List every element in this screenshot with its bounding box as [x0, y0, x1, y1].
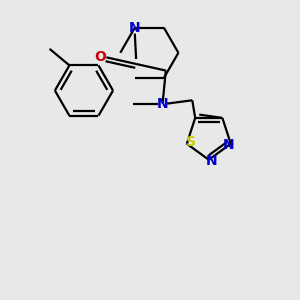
Text: N: N [206, 154, 217, 168]
Text: N: N [222, 138, 234, 152]
Text: O: O [94, 50, 106, 64]
Text: S: S [186, 135, 196, 149]
Text: N: N [157, 97, 168, 111]
Text: N: N [129, 21, 141, 34]
